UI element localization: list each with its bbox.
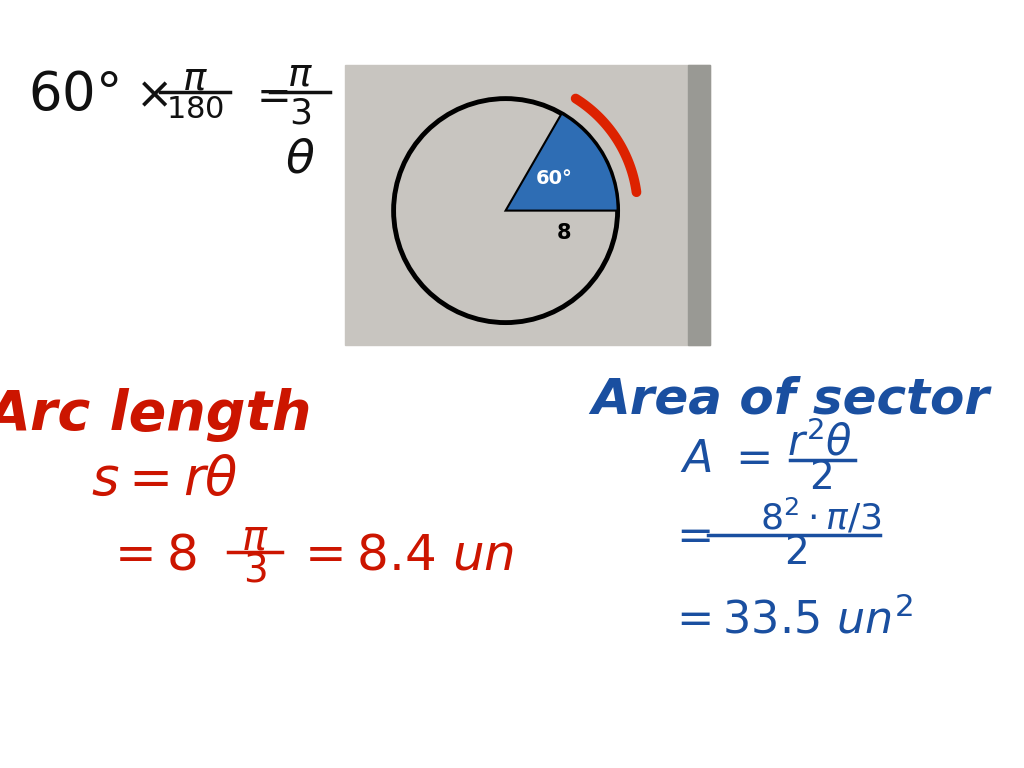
Text: $A\ =$: $A\ =$ xyxy=(680,439,771,482)
Text: 8: 8 xyxy=(557,223,571,243)
Text: $2$: $2$ xyxy=(809,459,831,497)
Text: $= 33.5\ un^2$: $= 33.5\ un^2$ xyxy=(668,598,913,642)
Text: $8^2 \cdot \pi/3$: $8^2 \cdot \pi/3$ xyxy=(760,498,882,537)
Text: $3$: $3$ xyxy=(243,551,267,589)
Text: $\theta$: $\theta$ xyxy=(285,137,315,183)
Text: $60°$: $60°$ xyxy=(28,69,119,121)
Text: $\pi$: $\pi$ xyxy=(242,516,269,558)
Text: $= 8$: $= 8$ xyxy=(105,531,197,579)
Text: $r^2\theta$: $r^2\theta$ xyxy=(787,422,853,464)
Wedge shape xyxy=(506,114,617,210)
Text: 60°: 60° xyxy=(536,169,572,187)
Text: $\pi$: $\pi$ xyxy=(182,59,208,97)
Text: $2$: $2$ xyxy=(783,534,807,572)
Text: Area of sector: Area of sector xyxy=(591,376,989,424)
Text: $= 8.4\ un$: $= 8.4\ un$ xyxy=(295,531,514,579)
Bar xyxy=(345,65,710,345)
Text: $3$: $3$ xyxy=(289,96,311,130)
Bar xyxy=(688,65,710,345)
Text: $s = r\theta$: $s = r\theta$ xyxy=(91,454,239,506)
Text: $=$: $=$ xyxy=(248,74,289,116)
Text: $\pi$: $\pi$ xyxy=(287,56,313,94)
Text: $=$: $=$ xyxy=(668,514,712,557)
Text: Arc length: Arc length xyxy=(0,388,312,442)
Text: $180$: $180$ xyxy=(166,95,224,124)
Text: $\times$: $\times$ xyxy=(135,74,168,117)
